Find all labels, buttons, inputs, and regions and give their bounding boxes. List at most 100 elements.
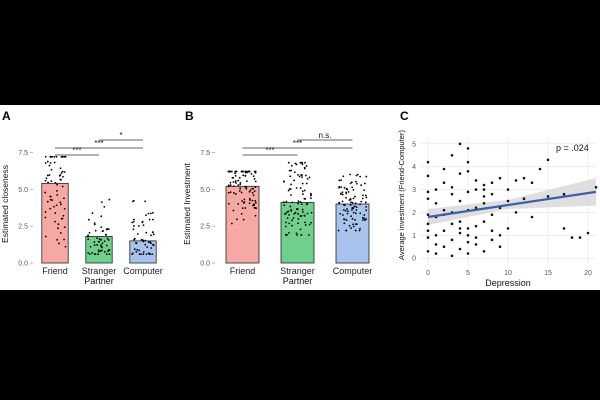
data-point (61, 217, 64, 220)
data-point (88, 231, 91, 234)
data-point (306, 212, 309, 215)
data-point (297, 200, 300, 203)
data-point (145, 214, 147, 217)
data-point (345, 229, 348, 232)
data-point (506, 199, 510, 203)
significance-label: n.s. (319, 131, 332, 140)
y-axis-title: Estimated closeness (0, 165, 10, 243)
data-point (232, 209, 235, 212)
data-point (63, 226, 66, 229)
data-point (45, 177, 48, 180)
data-point (245, 180, 248, 183)
data-point (339, 212, 342, 215)
data-point (450, 185, 454, 189)
data-point (44, 179, 47, 182)
data-point (356, 182, 358, 185)
data-point (287, 210, 290, 213)
data-point (44, 216, 47, 219)
data-point (350, 201, 352, 204)
data-point (232, 185, 235, 188)
data-point (232, 181, 235, 183)
data-point (349, 182, 352, 185)
y-tick-label: 5 (412, 141, 416, 148)
data-point (149, 212, 152, 215)
data-point (426, 213, 430, 217)
data-point (354, 202, 357, 205)
y-tick-label: 4 (412, 164, 416, 171)
data-point (482, 195, 486, 198)
data-point (240, 170, 243, 173)
significance-label: * (119, 131, 122, 140)
data-point (253, 170, 256, 173)
data-point (304, 224, 307, 226)
data-point (295, 163, 298, 166)
data-point (338, 185, 341, 188)
data-point (149, 253, 151, 256)
data-point (342, 175, 345, 178)
data-point (91, 252, 94, 254)
category-label: Friend (230, 266, 256, 276)
confidence-band (428, 178, 596, 225)
data-point (108, 198, 111, 201)
data-point (46, 200, 49, 203)
data-point (57, 227, 59, 230)
data-point (300, 174, 303, 176)
data-point (342, 208, 345, 211)
data-point (252, 175, 255, 178)
data-point (94, 229, 97, 232)
data-point (355, 209, 358, 211)
data-point (354, 180, 357, 183)
data-point (93, 241, 96, 243)
data-point (141, 220, 144, 223)
data-point (450, 254, 454, 258)
data-point (346, 212, 349, 215)
data-point (146, 246, 149, 248)
data-point (235, 182, 237, 184)
data-point (241, 207, 244, 210)
data-point (426, 160, 430, 164)
x-tick-label: 20 (584, 270, 592, 277)
data-point (434, 243, 438, 246)
data-point (107, 228, 110, 231)
data-point (364, 219, 366, 221)
data-point (55, 155, 58, 158)
data-point (254, 201, 257, 204)
panel-label: C (400, 109, 409, 123)
data-point (343, 222, 346, 225)
category-label: Stranger (82, 266, 117, 276)
data-point (142, 240, 145, 243)
data-point (362, 219, 364, 221)
y-tick-label: 0 (412, 256, 416, 263)
data-point (490, 192, 494, 196)
data-point (132, 200, 134, 203)
data-point (93, 253, 96, 256)
data-point (149, 241, 152, 244)
data-point (138, 249, 141, 252)
data-point (482, 183, 486, 187)
data-point (434, 233, 438, 237)
data-point (351, 209, 353, 211)
data-point (248, 170, 251, 173)
data-point (230, 222, 233, 225)
data-point (303, 197, 306, 200)
data-point (466, 147, 470, 150)
data-point (287, 189, 290, 192)
data-point (49, 195, 52, 198)
data-point (296, 234, 298, 236)
data-point (248, 202, 251, 205)
data-point (353, 205, 356, 208)
data-point (50, 180, 53, 182)
data-point (241, 200, 243, 202)
data-point (363, 214, 366, 216)
data-point (490, 213, 494, 217)
data-point (355, 223, 358, 225)
data-point (301, 208, 304, 211)
data-point (251, 187, 254, 190)
data-point (522, 197, 526, 201)
data-point (359, 227, 361, 230)
y-tick-label: 2.5 (200, 224, 210, 231)
data-point (293, 212, 296, 215)
data-point (474, 206, 478, 210)
data-point (51, 199, 54, 202)
data-point (290, 194, 292, 196)
